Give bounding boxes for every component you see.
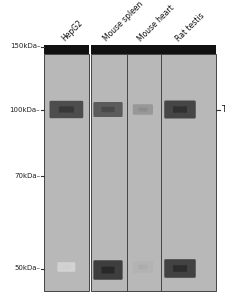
FancyBboxPatch shape xyxy=(133,261,153,273)
FancyBboxPatch shape xyxy=(91,45,216,54)
Text: Mouse heart: Mouse heart xyxy=(137,3,177,43)
FancyBboxPatch shape xyxy=(93,260,123,280)
Text: HepG2: HepG2 xyxy=(60,19,85,44)
FancyBboxPatch shape xyxy=(138,265,147,269)
FancyBboxPatch shape xyxy=(93,102,123,117)
Text: 100kDa–: 100kDa– xyxy=(10,106,40,112)
FancyBboxPatch shape xyxy=(44,45,89,54)
FancyBboxPatch shape xyxy=(101,107,115,112)
Text: TAB3: TAB3 xyxy=(221,105,225,114)
FancyBboxPatch shape xyxy=(173,106,187,113)
Text: 70kDa–: 70kDa– xyxy=(14,172,40,178)
FancyBboxPatch shape xyxy=(101,266,115,274)
FancyBboxPatch shape xyxy=(173,265,187,272)
FancyBboxPatch shape xyxy=(59,106,74,112)
FancyBboxPatch shape xyxy=(164,259,196,278)
Text: Rat testis: Rat testis xyxy=(174,11,206,44)
Text: 150kDa–: 150kDa– xyxy=(10,44,40,50)
Text: Mouse spleen: Mouse spleen xyxy=(102,0,145,44)
FancyBboxPatch shape xyxy=(62,265,70,269)
FancyBboxPatch shape xyxy=(57,262,75,272)
FancyBboxPatch shape xyxy=(164,100,196,118)
FancyBboxPatch shape xyxy=(50,101,83,118)
FancyBboxPatch shape xyxy=(138,108,147,111)
FancyBboxPatch shape xyxy=(44,54,89,291)
FancyBboxPatch shape xyxy=(133,104,153,115)
FancyBboxPatch shape xyxy=(91,54,216,291)
Text: 50kDa–: 50kDa– xyxy=(14,266,40,272)
